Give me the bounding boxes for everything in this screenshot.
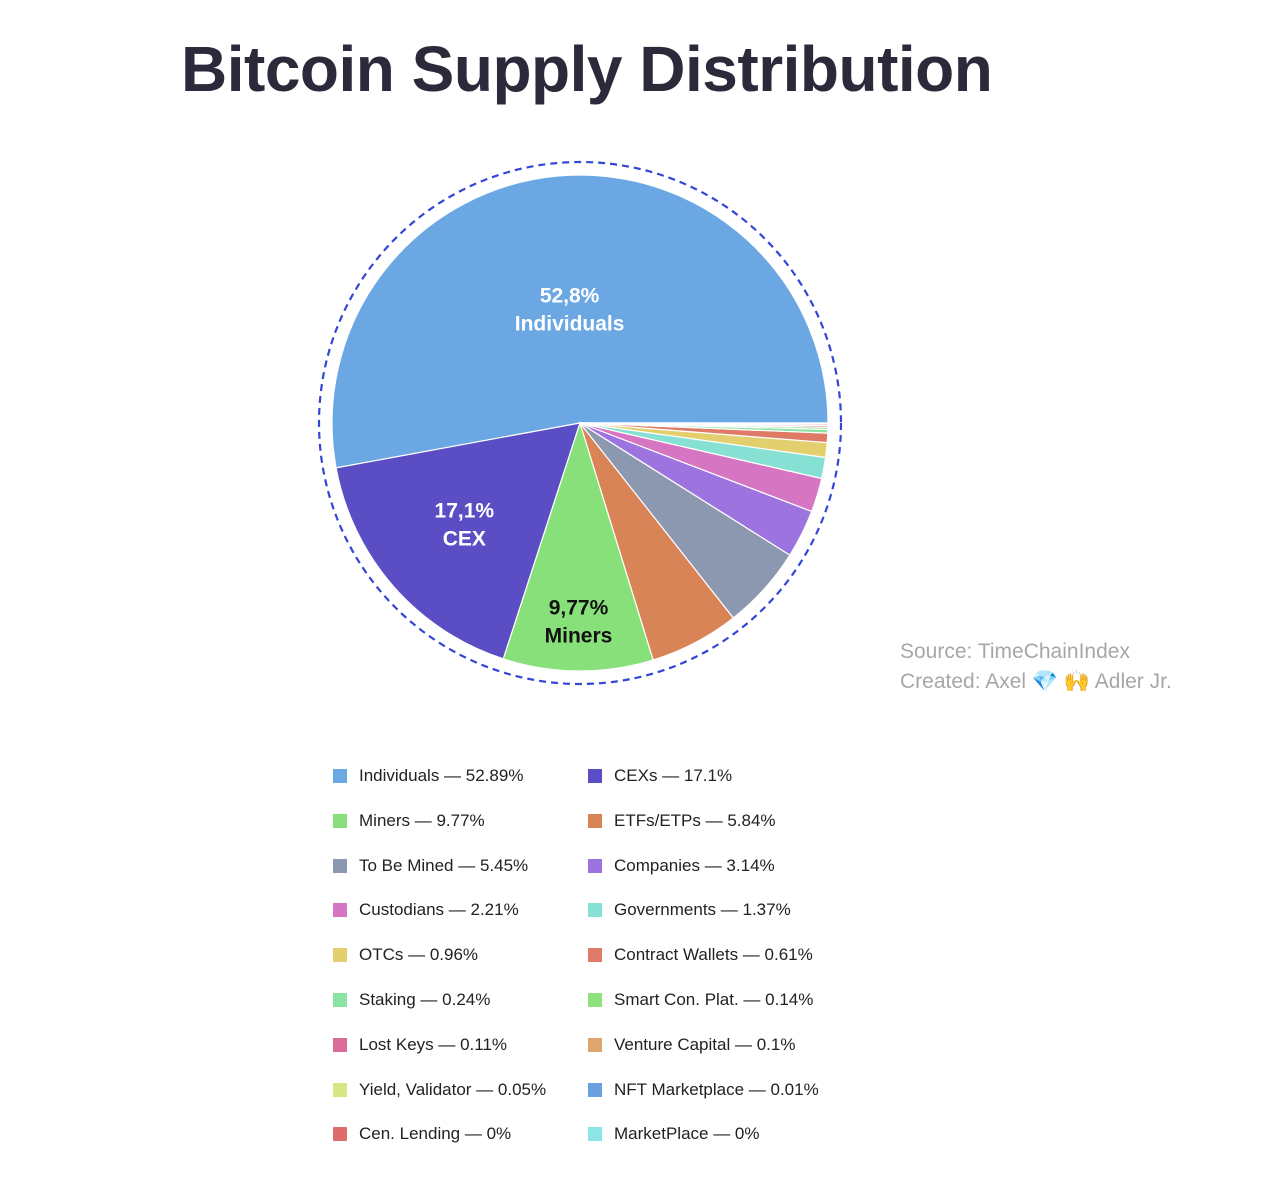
legend-item-contract-wallets: Contract Wallets — 0.61% xyxy=(588,941,843,969)
legend-label: CEXs — 17.1% xyxy=(614,766,733,785)
pie-chart: 52,8% Individuals 17,1% CEX 9,77% Miners xyxy=(317,160,843,686)
legend-item-to-be-mined: To Be Mined — 5.45% xyxy=(333,852,588,880)
legend-item-individuals: Individuals — 52.89% xyxy=(333,762,588,790)
legend-swatch xyxy=(588,1127,602,1142)
legend: Individuals — 52.89% CEXs — 17.1% Miners —… xyxy=(333,762,843,1165)
legend-label: Smart Con. Plat. — 0.14% xyxy=(614,989,814,1009)
legend-item-marketplace: MarketPlace — 0% xyxy=(588,1120,843,1148)
legend-item-governments: Governments — 1.37% xyxy=(588,896,843,924)
slice-label-value: 17,1% xyxy=(435,499,495,522)
slice-label-cexs: 17,1% CEX xyxy=(435,499,495,550)
legend-item-cexs: CEXs — 17.1% xyxy=(588,762,843,790)
slice-label-name: CEX xyxy=(443,527,486,550)
legend-swatch xyxy=(588,858,602,873)
source-credit: Source: TimeChainIndex xyxy=(900,640,1130,663)
slice-label-value: 9,77% xyxy=(549,596,609,619)
legend-item-custodians: Custodians — 2.21% xyxy=(333,896,588,924)
legend-swatch xyxy=(588,813,602,828)
legend-label: Companies — 3.14% xyxy=(614,855,775,875)
legend-item-companies: Companies — 3.14% xyxy=(588,852,843,880)
legend-swatch xyxy=(588,948,602,963)
legend-label: Governments — 1.37% xyxy=(614,900,791,920)
legend-label: Contract Wallets — 0.61% xyxy=(614,945,813,965)
legend-label: To Be Mined — 5.45% xyxy=(359,855,529,875)
created-credit: Created: Axel 💎 🙌 Adler Jr. xyxy=(900,669,1172,694)
legend-label: OTCs — 0.96% xyxy=(359,945,479,965)
legend-item-staking: Staking — 0.24% xyxy=(333,986,588,1014)
legend-label: ETFs/ETPs — 5.84% xyxy=(614,810,776,830)
legend-swatch xyxy=(333,813,347,828)
legend-swatch xyxy=(588,992,602,1007)
outer-dashed-ring xyxy=(317,160,843,686)
pie-slice-cexs xyxy=(335,422,581,660)
legend-swatch xyxy=(333,769,347,783)
legend-label: Yield, Validator — 0.05% xyxy=(359,1079,547,1099)
legend-label: NFT Marketplace — 0.01% xyxy=(614,1079,819,1099)
legend-swatch xyxy=(333,903,347,918)
created-prefix: Created: Axel xyxy=(900,670,1027,693)
created-suffix: Adler Jr. xyxy=(1094,670,1172,693)
pie-slice-individuals xyxy=(331,174,829,469)
legend-swatch xyxy=(333,858,347,873)
legend-label: Miners — 9.77% xyxy=(359,810,485,830)
legend-label: Lost Keys — 0.11% xyxy=(359,1034,508,1054)
legend-label: Individuals — 52.89% xyxy=(359,766,524,785)
legend-swatch xyxy=(588,1037,602,1052)
legend-item-lost-keys: Lost Keys — 0.11% xyxy=(333,1031,588,1059)
legend-swatch xyxy=(333,1037,347,1052)
legend-swatch xyxy=(333,948,347,963)
legend-item-venture-capital: Venture Capital — 0.1% xyxy=(588,1031,843,1059)
legend-item-miners: Miners — 9.77% xyxy=(333,807,588,835)
legend-swatch xyxy=(588,769,602,783)
raised-hands-icon: 🙌 xyxy=(1063,669,1091,693)
slice-label-miners: 9,77% Miners xyxy=(545,596,613,647)
gem-icon: 💎 xyxy=(1031,669,1059,693)
slice-label-individuals: 52,8% Individuals xyxy=(515,284,625,335)
pie-slice-miners xyxy=(502,421,654,672)
legend-label: Cen. Lending — 0% xyxy=(359,1124,512,1144)
legend-swatch xyxy=(333,1082,347,1097)
legend-label: MarketPlace — 0% xyxy=(614,1124,760,1144)
slice-label-value: 52,8% xyxy=(540,284,600,307)
legend-item-smart-con-plat: Smart Con. Plat. — 0.14% xyxy=(588,986,843,1014)
legend-swatch xyxy=(333,1127,347,1142)
legend-label: Venture Capital — 0.1% xyxy=(614,1034,796,1054)
legend-item-nft-marketplace: NFT Marketplace — 0.01% xyxy=(588,1076,843,1104)
legend-swatch xyxy=(588,903,602,918)
legend-item-cen-lending: Cen. Lending — 0% xyxy=(333,1120,588,1148)
slice-label-name: Individuals xyxy=(515,312,625,335)
legend-item-etfs-etps: ETFs/ETPs — 5.84% xyxy=(588,807,843,835)
chart-title: Bitcoin Supply Distribution xyxy=(181,33,993,105)
legend-swatch xyxy=(333,992,347,1007)
legend-item-otcs: OTCs — 0.96% xyxy=(333,941,588,969)
legend-label: Custodians — 2.21% xyxy=(359,900,519,920)
legend-swatch xyxy=(588,1082,602,1097)
slice-label-name: Miners xyxy=(545,624,613,647)
legend-item-yield-validator: Yield, Validator — 0.05% xyxy=(333,1076,588,1104)
legend-label: Staking — 0.24% xyxy=(359,989,491,1009)
